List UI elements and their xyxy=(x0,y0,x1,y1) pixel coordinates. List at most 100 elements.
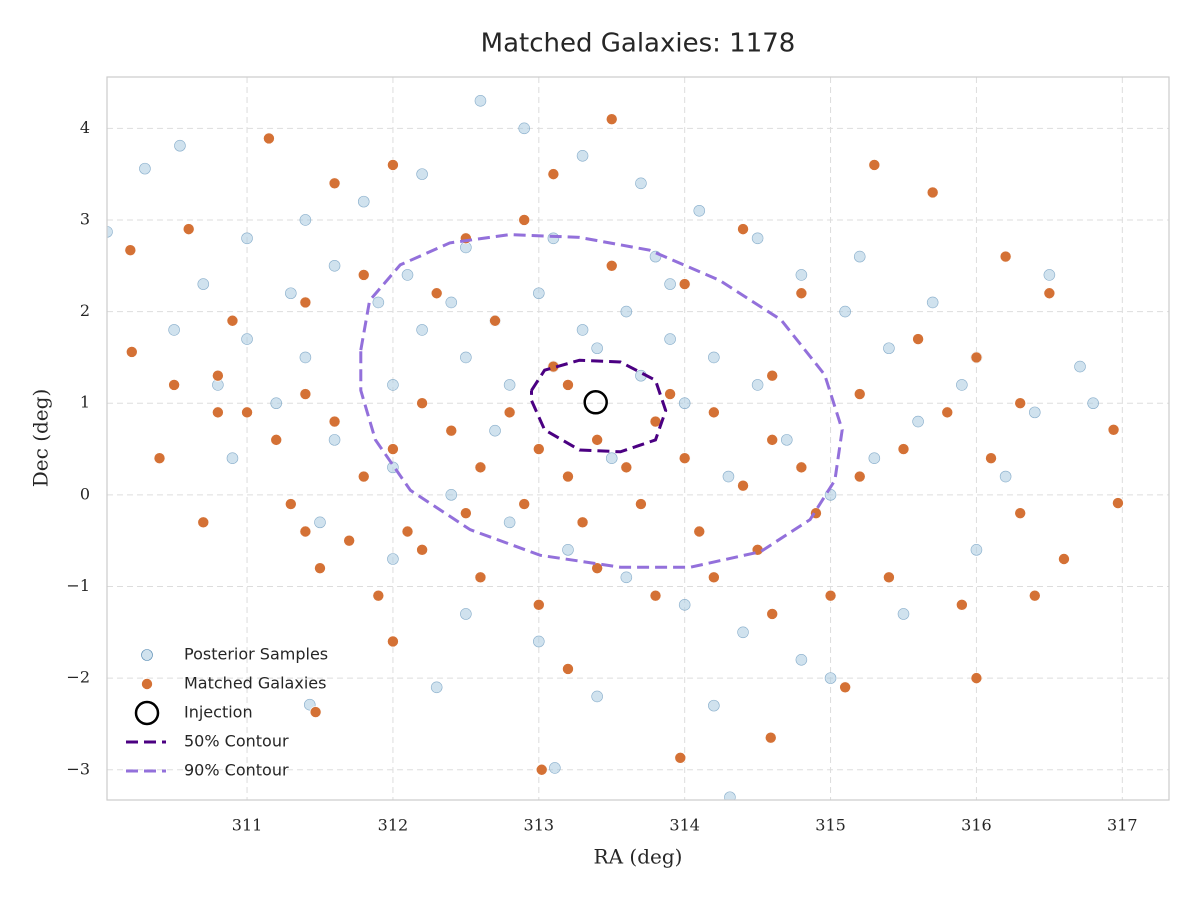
chart-title: Matched Galaxies: 1178 xyxy=(481,29,796,59)
y-tick-label: −3 xyxy=(66,759,90,778)
scatter-point xyxy=(1028,589,1041,602)
scatter-point xyxy=(533,599,545,611)
scatter-point xyxy=(737,479,749,492)
scatter-point xyxy=(562,379,574,391)
scatter-point xyxy=(430,287,443,300)
scatter-point xyxy=(328,434,341,446)
scatter-point xyxy=(314,562,326,574)
scatter-point xyxy=(357,269,370,281)
x-tick-label: 314 xyxy=(669,816,700,835)
scatter-point xyxy=(430,681,443,694)
scatter-point xyxy=(285,498,297,510)
scatter-point xyxy=(328,177,341,190)
scatter-point xyxy=(795,269,808,281)
scatter-point xyxy=(576,516,589,529)
scatter-point xyxy=(168,379,180,391)
scatter-point xyxy=(1087,397,1099,410)
scatter-point xyxy=(299,296,312,309)
scatter-point xyxy=(328,415,341,428)
scatter-point xyxy=(445,296,458,309)
scatter-point xyxy=(605,452,618,465)
scatter-point xyxy=(125,346,138,358)
legend-label: Injection xyxy=(184,703,253,722)
legend-marker xyxy=(134,700,160,726)
scatter-point xyxy=(168,324,180,336)
scatter-point xyxy=(387,159,399,171)
scatter-point xyxy=(576,324,589,336)
grid: 311 312 313 314 315 316 317 −3 −2 −1 0 1 2 3 4 xyxy=(66,77,1169,835)
scatter-point xyxy=(970,672,983,684)
scatter-point xyxy=(387,553,399,565)
scatter-point xyxy=(212,406,224,419)
scatter-point xyxy=(722,470,735,483)
scatter-point xyxy=(372,589,385,602)
scatter-point xyxy=(868,159,881,171)
x-tick-label: 313 xyxy=(524,816,555,835)
legend: Posterior Samples Matched Galaxies Injecti… xyxy=(126,645,328,780)
legend-marker xyxy=(141,649,153,661)
scatter-point xyxy=(357,195,370,208)
scatter-point xyxy=(328,259,341,272)
legend-label: Matched Galaxies xyxy=(184,674,326,693)
scatter-point xyxy=(107,226,113,238)
scatter-point xyxy=(562,663,574,675)
scatter-point xyxy=(795,653,808,666)
x-tick-label: 315 xyxy=(815,816,846,835)
scatter-point xyxy=(985,452,997,465)
scatter-point xyxy=(535,763,548,776)
scatter-point xyxy=(533,635,545,648)
scatter-point xyxy=(678,599,691,611)
scatter-point xyxy=(956,599,968,611)
scatter-point xyxy=(197,516,210,529)
scatter-point xyxy=(533,287,545,300)
scatter-point xyxy=(853,470,866,483)
scatter-point xyxy=(139,162,151,175)
scatter-point xyxy=(547,168,560,180)
scatter-point xyxy=(153,452,166,465)
scatter-point xyxy=(518,214,531,226)
scatter-point xyxy=(853,388,866,400)
scatter-point xyxy=(357,470,370,483)
y-tick-label: −1 xyxy=(66,576,90,595)
scatter-point xyxy=(839,305,851,318)
scatter-point xyxy=(174,139,186,152)
x-axis-label: RA (deg) xyxy=(594,845,683,869)
scatter-point xyxy=(182,223,195,235)
y-tick-label: 4 xyxy=(80,118,90,137)
x-tick-label: 316 xyxy=(961,816,992,835)
x-tick-label: 311 xyxy=(232,816,263,835)
y-tick-label: −2 xyxy=(66,668,90,687)
scatter-point xyxy=(635,498,647,510)
scatter-point xyxy=(591,434,603,446)
scatter-point xyxy=(1014,507,1027,519)
scatter-point xyxy=(416,168,428,180)
scatter-point xyxy=(795,461,808,474)
scatter-point xyxy=(664,333,676,345)
scatter-point xyxy=(285,287,297,300)
scatter-point xyxy=(372,296,385,309)
scatter-point xyxy=(445,489,458,501)
scatter-point xyxy=(912,333,924,345)
scatter-point xyxy=(693,204,706,217)
scatter-point xyxy=(562,544,574,556)
plot-frame xyxy=(106,76,1170,801)
scatter-point xyxy=(270,397,283,410)
scatter-point xyxy=(956,379,968,391)
scatter-point xyxy=(664,388,676,400)
scatter-point xyxy=(678,452,691,465)
scatter-point xyxy=(549,762,561,774)
x-tick-label: 312 xyxy=(378,816,409,835)
scatter-point xyxy=(664,278,676,290)
scatter-point xyxy=(212,369,224,382)
scatter-point xyxy=(343,534,355,547)
scatter-point xyxy=(460,507,472,519)
scatter-point xyxy=(226,452,239,465)
scatter-point xyxy=(547,232,560,245)
contour-line xyxy=(530,358,668,454)
scatter-point xyxy=(263,132,275,145)
scatter-point xyxy=(912,415,924,428)
scatter-point xyxy=(1107,423,1120,436)
scatter-point xyxy=(764,731,777,744)
legend-label: 50% Contour xyxy=(184,732,289,751)
scatter-point xyxy=(489,424,501,437)
